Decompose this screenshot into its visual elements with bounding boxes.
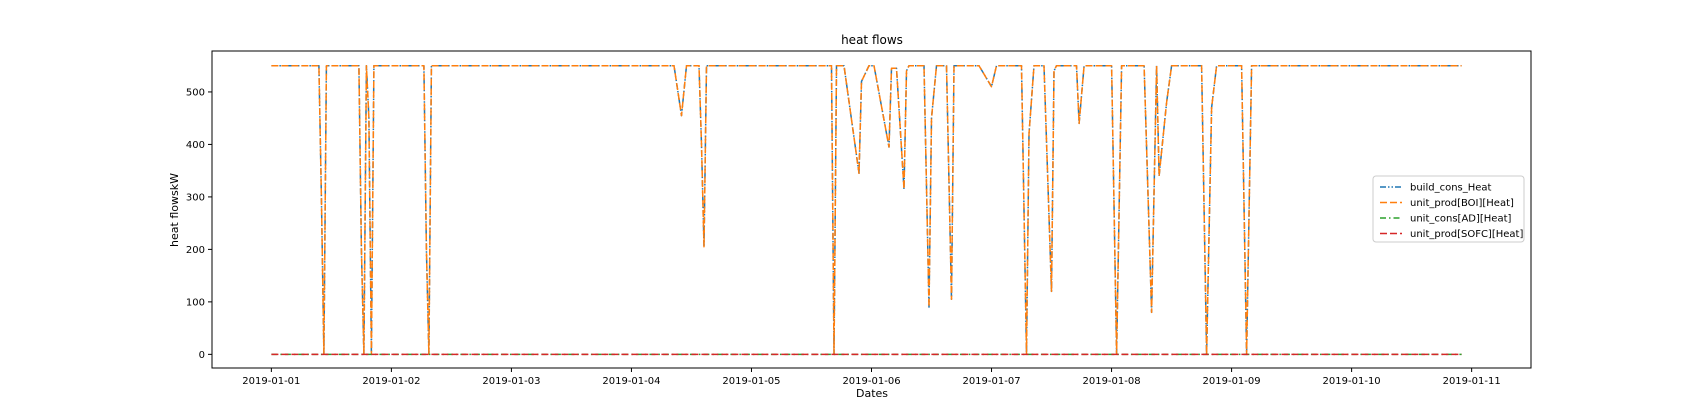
x-tick-label: 2019-01-10	[1323, 376, 1381, 387]
x-tick-label: 2019-01-04	[602, 376, 660, 387]
x-tick-label: 2019-01-11	[1443, 376, 1501, 387]
series-layer	[271, 64, 1462, 356]
x-tick-label: 2019-01-09	[1203, 376, 1261, 387]
x-tick-label: 2019-01-05	[722, 376, 780, 387]
x-tick-label: 2019-01-02	[362, 376, 420, 387]
series-line-unit-prod-boi-heat	[271, 64, 1462, 356]
x-tick-label: 2019-01-01	[242, 376, 300, 387]
y-tick-label: 300	[186, 192, 205, 203]
y-tick-label: 100	[186, 297, 205, 308]
chart-title: heat flows	[841, 33, 903, 47]
x-axis: 2019-01-01 2019-01-02 2019-01-03 2019-01-04…	[242, 368, 1501, 387]
y-tick-label: 200	[186, 245, 205, 256]
plot-frame	[211, 50, 1532, 369]
legend: build_cons_Heat unit_prod[BOI][Heat] unit_…	[1372, 175, 1525, 243]
legend-label: unit_cons[AD][Heat]	[1410, 214, 1512, 225]
legend-label: unit_prod[SOFC][Heat]	[1410, 229, 1523, 240]
x-axis-label: Dates	[856, 387, 888, 400]
y-tick-label: 0	[199, 350, 205, 361]
y-tick-label: 400	[186, 140, 205, 151]
plot-area	[212, 51, 1531, 368]
legend-label: build_cons_Heat	[1410, 183, 1492, 194]
x-tick-label: 2019-01-06	[842, 376, 900, 387]
x-tick-label: 2019-01-03	[482, 376, 540, 387]
y-axis-label: heat flowskW	[168, 173, 181, 247]
x-tick-label: 2019-01-08	[1082, 376, 1140, 387]
y-tick-label: 500	[186, 87, 205, 98]
x-tick-label: 2019-01-07	[962, 376, 1020, 387]
legend-frame	[1372, 175, 1525, 243]
y-axis: 0 100 200 300 400 500	[186, 87, 212, 361]
legend-label: unit_prod[BOI][Heat]	[1410, 198, 1514, 209]
